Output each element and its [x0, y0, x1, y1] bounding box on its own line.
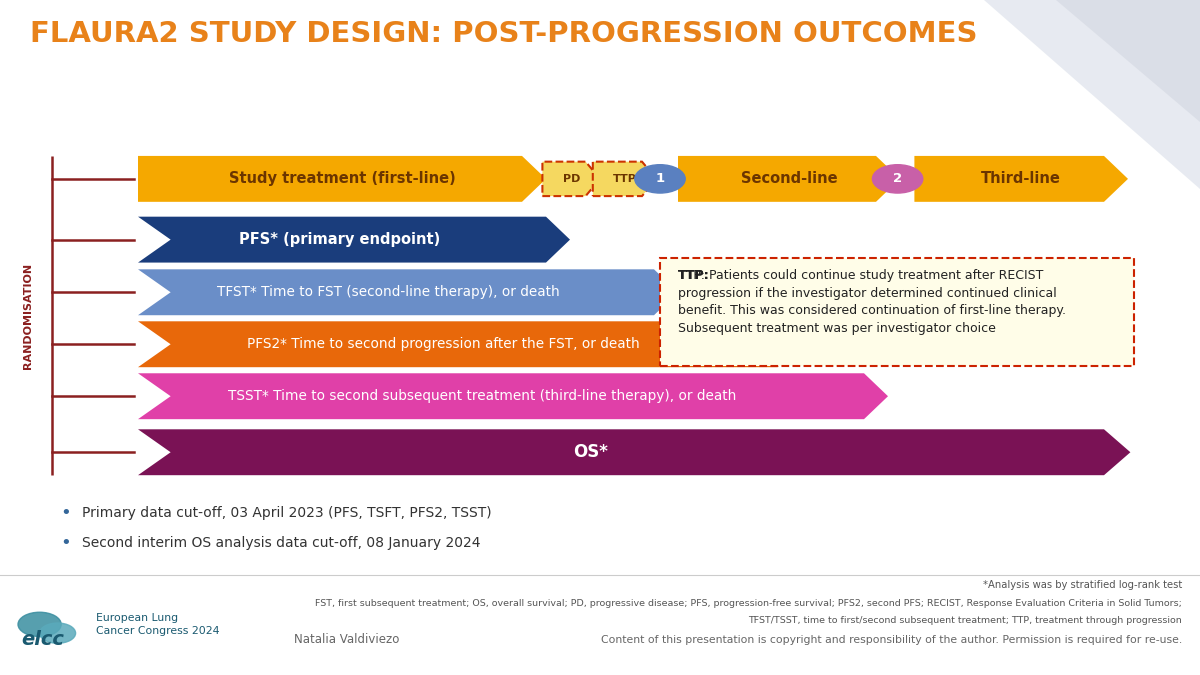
Text: PFS* (primary endpoint): PFS* (primary endpoint) [239, 232, 440, 247]
Text: OS*: OS* [574, 443, 608, 461]
Text: TTP: Patients could continue study treatment after RECIST
progression if the inv: TTP: Patients could continue study treat… [678, 269, 1066, 335]
Text: TTP:: TTP: [678, 269, 709, 282]
Polygon shape [542, 162, 600, 196]
Polygon shape [138, 217, 570, 263]
Text: PD: PD [563, 174, 580, 184]
Text: •: • [61, 535, 71, 552]
Text: FLAURA2 STUDY DESIGN: POST-PROGRESSION OUTCOMES: FLAURA2 STUDY DESIGN: POST-PROGRESSION O… [30, 20, 978, 48]
Text: Second interim OS analysis data cut-off, 08 January 2024: Second interim OS analysis data cut-off,… [82, 537, 480, 550]
Text: Second-line: Second-line [740, 171, 838, 186]
Polygon shape [678, 156, 900, 202]
Text: Study treatment (first-line): Study treatment (first-line) [229, 171, 455, 186]
Polygon shape [914, 156, 1128, 202]
Text: Third-line: Third-line [982, 171, 1061, 186]
Circle shape [635, 165, 685, 193]
Text: *Analysis was by stratified log-rank test: *Analysis was by stratified log-rank tes… [983, 580, 1182, 591]
Polygon shape [138, 429, 1130, 475]
Text: TTP: TTP [613, 174, 636, 184]
Circle shape [18, 612, 61, 637]
Text: PFS2* Time to second progression after the FST, or death: PFS2* Time to second progression after t… [247, 338, 640, 351]
Polygon shape [138, 321, 802, 367]
Text: FST, first subsequent treatment; OS, overall survival; PD, progressive disease; : FST, first subsequent treatment; OS, ove… [316, 599, 1182, 608]
Text: TFST* Time to FST (second-line therapy), or death: TFST* Time to FST (second-line therapy),… [217, 286, 559, 299]
Text: European Lung
Cancer Congress 2024: European Lung Cancer Congress 2024 [96, 613, 220, 636]
Polygon shape [593, 162, 656, 196]
Text: •: • [61, 504, 71, 522]
Polygon shape [138, 373, 888, 419]
FancyBboxPatch shape [660, 258, 1134, 366]
Circle shape [872, 165, 923, 193]
Text: TTP:: TTP: [678, 269, 709, 282]
Text: 1: 1 [655, 172, 665, 186]
Text: Natalia Valdiviezo: Natalia Valdiviezo [294, 633, 400, 647]
Polygon shape [1056, 0, 1200, 122]
Text: Primary data cut-off, 03 April 2023 (PFS, TSFT, PFS2, TSST): Primary data cut-off, 03 April 2023 (PFS… [82, 506, 491, 520]
Polygon shape [138, 269, 678, 315]
Text: elcc: elcc [22, 630, 65, 649]
Text: RANDOMISATION: RANDOMISATION [23, 263, 32, 369]
Text: Content of this presentation is copyright and responsibility of the author. Perm: Content of this presentation is copyrigh… [601, 635, 1182, 645]
Circle shape [40, 623, 76, 643]
Polygon shape [984, 0, 1200, 189]
Polygon shape [138, 156, 546, 202]
Text: TFST/TSST, time to first/second subsequent treatment; TTP, treatment through pro: TFST/TSST, time to first/second subseque… [749, 616, 1182, 624]
Text: 2: 2 [893, 172, 902, 186]
Text: TSST* Time to second subsequent treatment (third-line therapy), or death: TSST* Time to second subsequent treatmen… [228, 389, 737, 403]
